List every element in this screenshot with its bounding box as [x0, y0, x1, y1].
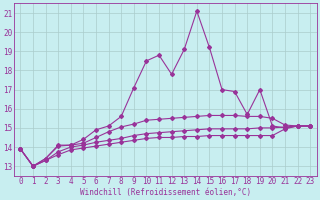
X-axis label: Windchill (Refroidissement éolien,°C): Windchill (Refroidissement éolien,°C) [80, 188, 251, 197]
